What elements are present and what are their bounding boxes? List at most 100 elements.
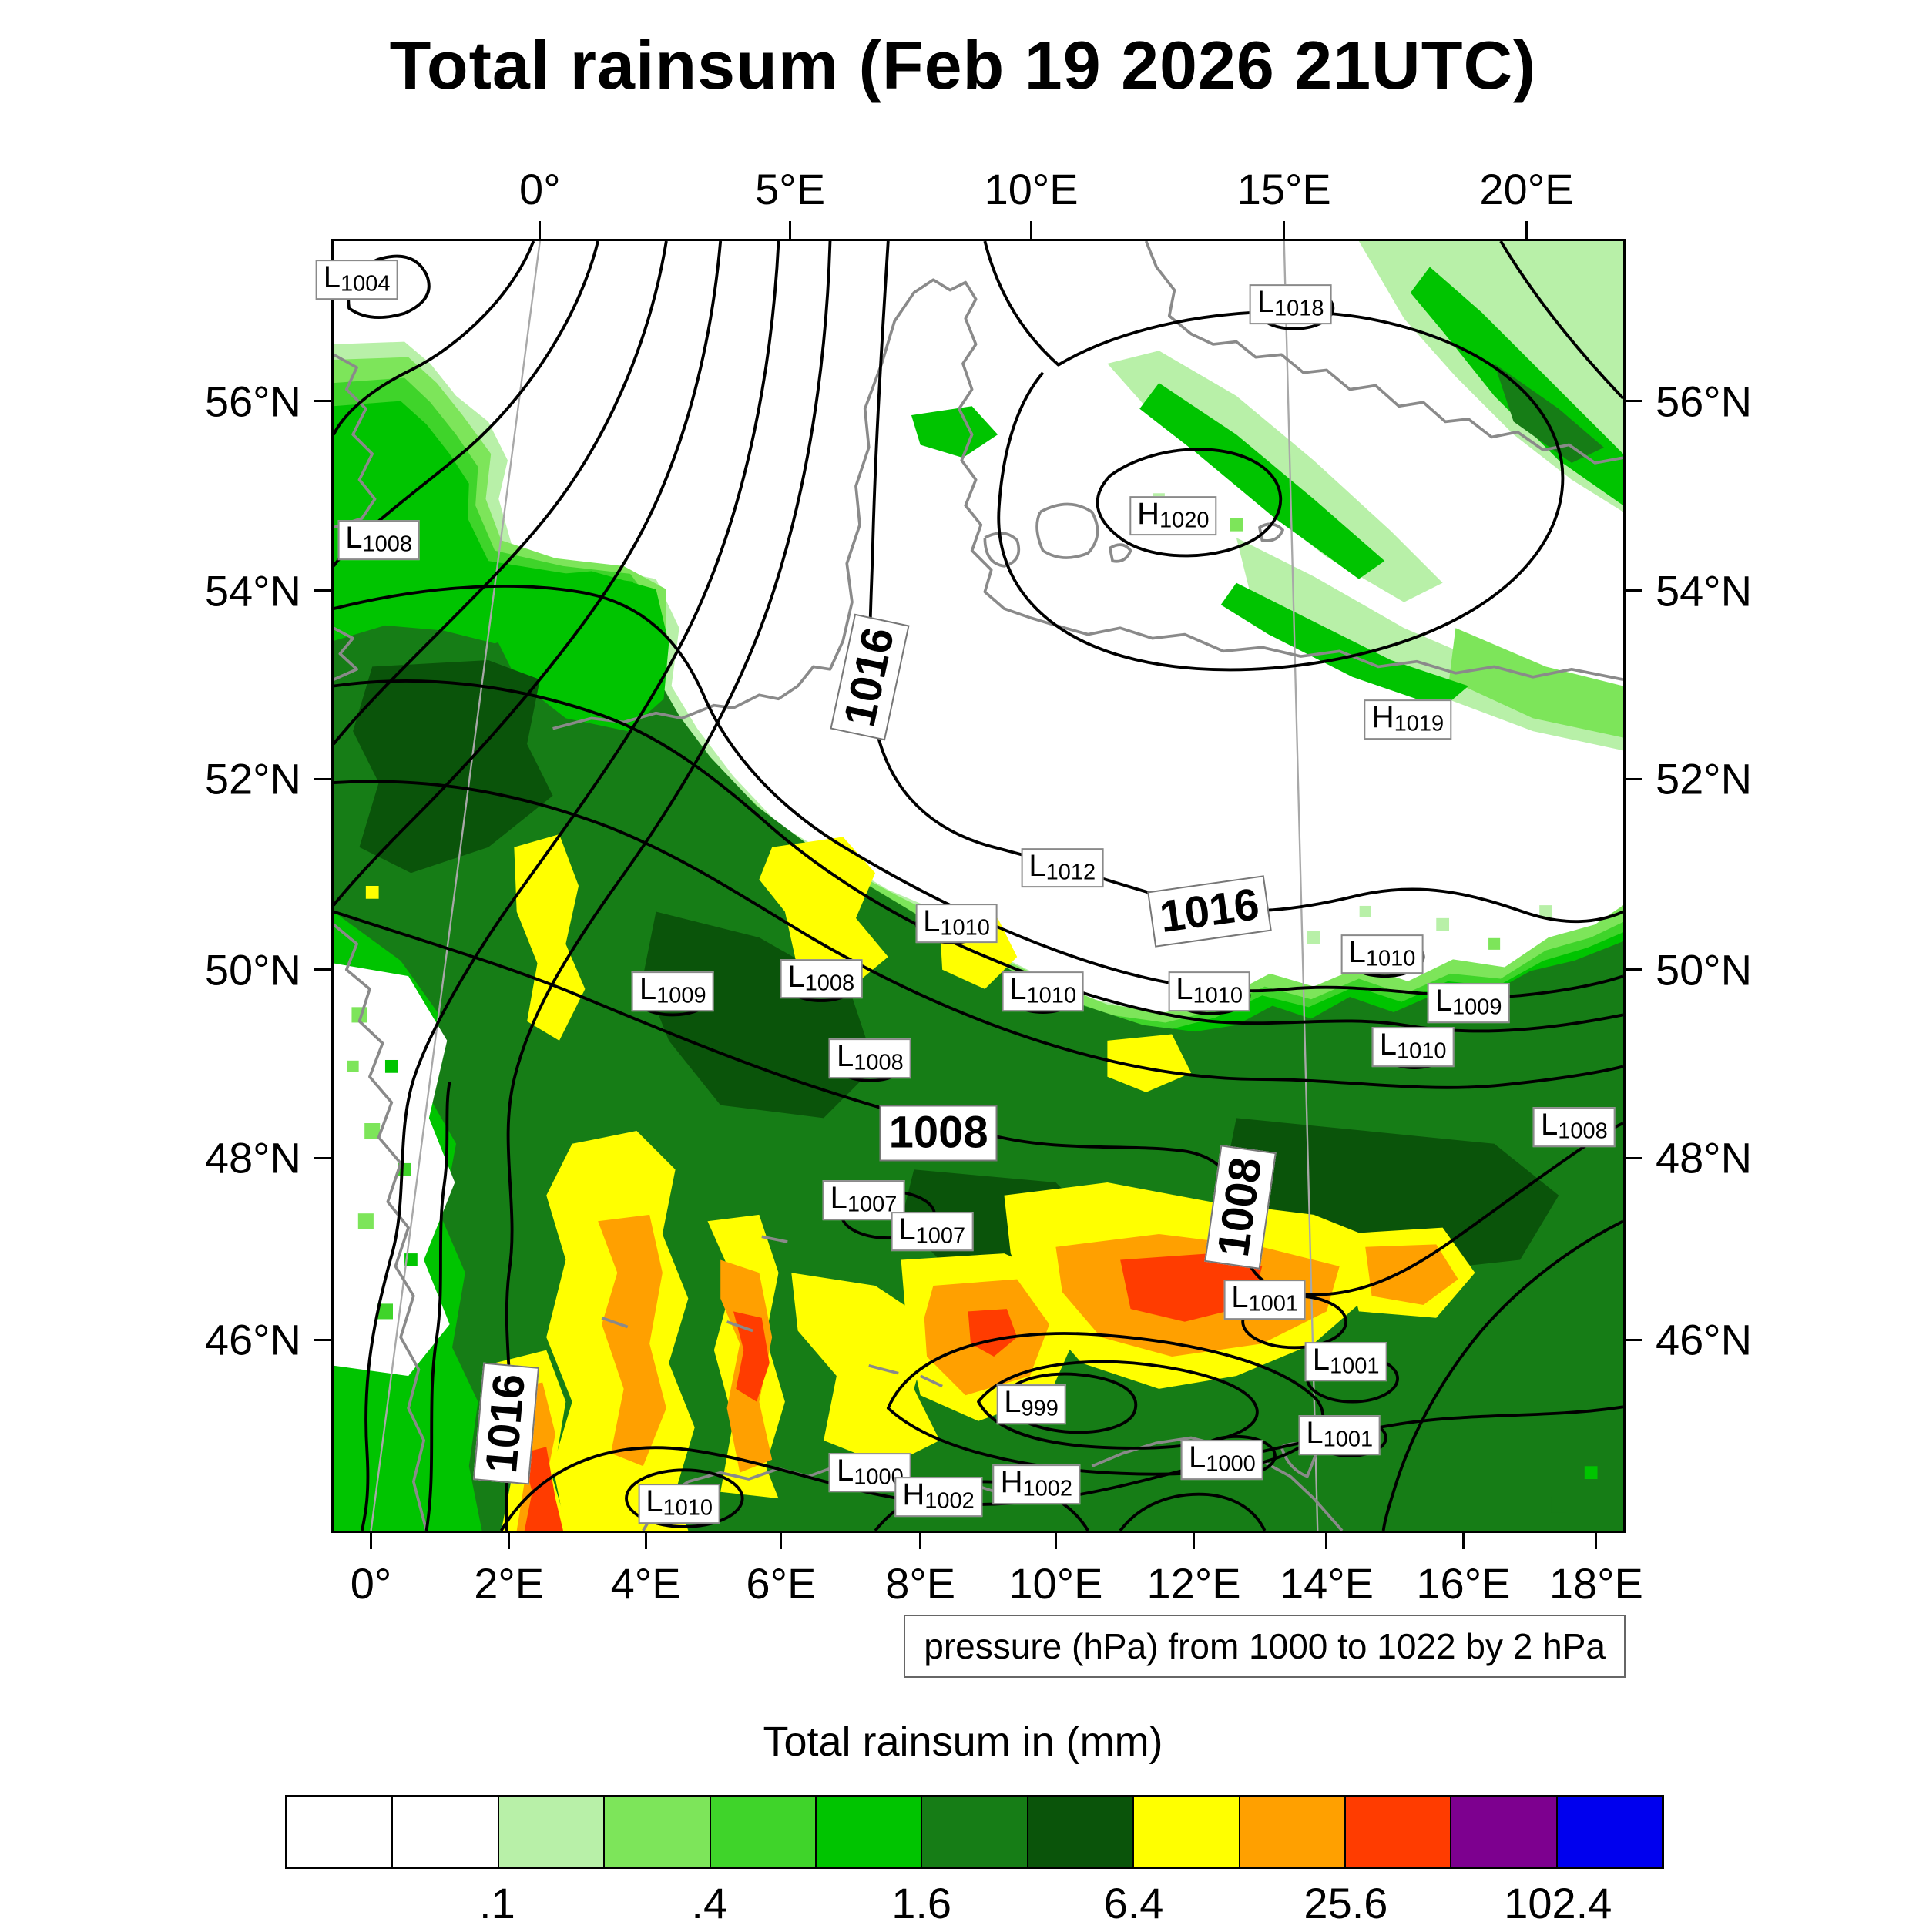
axis-tick-left [314,400,332,403]
axis-tick-right [1623,589,1642,592]
colorbar-tick-label: 6.4 [1103,1879,1164,1927]
rain-shading-region [1220,582,1469,708]
axis-tick-bottom [508,1531,511,1549]
pressure-contour [334,241,723,907]
pressure-label: L1010 [1340,934,1424,974]
pressure-letter: L [1004,1385,1022,1420]
pressure-contour [424,1082,451,1531]
axis-tick-left [314,1156,332,1159]
pressure-label: L1000 [1180,1440,1263,1480]
axis-label-left: 50°N [204,945,301,995]
pressure-label: H1019 [1364,699,1452,740]
pressure-label: L1004 [315,260,398,300]
pressure-value: 1004 [340,271,391,297]
rain-shading-region [1449,628,1623,738]
pressure-label: L1008 [828,1038,911,1079]
pressure-label: L1012 [1021,847,1104,888]
axis-label-top: 0° [519,165,561,213]
pressure-label: L1008 [1532,1107,1616,1147]
pressure-label: L999 [996,1384,1066,1424]
axis-label-bottom: 6°E [746,1559,817,1608]
pressure-letter: L [1348,934,1366,969]
axis-tick-right [1623,1156,1642,1159]
axis-tick-top [1283,221,1286,240]
pressure-value: 1010 [663,1495,713,1521]
pressure-label: L1001 [1223,1280,1307,1320]
pressure-contour [360,241,780,1531]
pressure-value: 1002 [924,1488,975,1514]
pressure-letter: H [902,1478,925,1512]
axis-tick-bottom [1054,1531,1057,1549]
rain-shading-region [514,834,586,1041]
rain-speckle [1230,518,1243,532]
rain-shading-region [791,1273,940,1467]
pressure-label: L1007 [822,1180,905,1221]
pressure-letter: L [836,1039,854,1074]
rain-speckle [384,1059,398,1073]
axis-label-top: 20°E [1479,165,1574,213]
colorbar-cell [1345,1797,1452,1867]
pressure-value: 1008 [804,970,855,995]
rain-speckle [1436,917,1450,931]
pressure-letter: L [1540,1108,1559,1142]
colorbar-cell [1557,1797,1663,1867]
axis-tick-top [789,221,792,240]
pressure-label: L1001 [1304,1341,1387,1382]
axis-tick-bottom [1461,1531,1465,1549]
axis-label-right: 52°N [1656,754,1753,803]
axis-tick-left [314,777,332,780]
pressure-value: 1019 [1394,711,1444,736]
rain-speckle [364,1123,381,1139]
coastline [868,1363,899,1375]
pressure-contour [334,780,1623,1089]
axis-label-bottom: 16°E [1416,1559,1511,1608]
rain-colorbar [285,1795,1664,1869]
axis-label-left: 52°N [204,754,301,803]
pressure-contour [983,241,1565,672]
coastline [334,353,377,529]
pressure-letter: L [898,1212,916,1246]
axis-tick-bottom [780,1531,783,1549]
axis-label-bottom: 4°E [610,1559,681,1608]
axis-tick-left [314,1338,332,1341]
coastline [1108,543,1132,563]
pressure-letter: L [1188,1441,1206,1475]
axis-tick-left [314,589,332,592]
axis-tick-bottom [1193,1531,1196,1549]
pressure-value: 1010 [1365,946,1416,971]
axis-label-bottom: 18°E [1549,1559,1643,1608]
colorbar-cell [922,1797,1028,1867]
legend-title: Total rainsum in (mm) [763,1719,1163,1765]
axis-label-bottom: 8°E [885,1559,956,1608]
rain-shading-region [1365,1244,1458,1306]
axis-tick-left [314,968,332,971]
pressure-contour [1119,1492,1267,1531]
pressure-value: 1007 [847,1192,898,1217]
axis-label-bottom: 14°E [1279,1559,1374,1608]
pressure-value: 1010 [940,914,990,940]
pressure-label: L1010 [1002,971,1085,1012]
axis-label-bottom: 0° [350,1559,392,1608]
coastline [761,1235,788,1243]
axis-label-right: 56°N [1656,377,1753,426]
pressure-letter: L [1312,1342,1330,1377]
pressure-letter: L [345,521,363,555]
pressure-value: 1008 [1558,1119,1608,1144]
rain-speckle [347,1060,359,1072]
pressure-contour [334,679,1623,1033]
colorbar-cell [1028,1797,1135,1867]
coastline [1144,241,1623,465]
pressure-letter: L [1028,848,1046,883]
pressure-contour [1381,1219,1623,1531]
colorbar-tick-label: 1.6 [891,1879,952,1927]
map-plot-area: 0° 5°E 10°E 15°E 20°E 0° 2°E 4°E 6°E 8°E 10°E 12°E 1… [205,165,1752,1608]
axis-label-top: 15°E [1236,165,1331,213]
rain-speckle [1488,937,1501,950]
pressure-value: 1001 [1323,1427,1374,1452]
pressure-value: 1008 [854,1050,904,1075]
pressure-label: L1001 [1298,1415,1381,1455]
pressure-value: 1007 [915,1223,966,1248]
colorbar-cell [816,1797,923,1867]
rain-shading-region [598,1214,666,1467]
pressure-letter: L [1306,1416,1324,1451]
